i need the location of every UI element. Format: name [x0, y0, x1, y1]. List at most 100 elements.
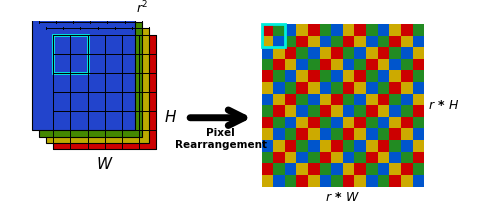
Bar — [355, 140, 366, 152]
Bar — [285, 117, 296, 129]
Bar — [377, 59, 389, 70]
Bar — [343, 105, 355, 117]
Bar — [331, 47, 343, 59]
Bar — [401, 175, 412, 187]
Bar — [343, 59, 355, 70]
Bar — [401, 117, 412, 129]
Bar — [412, 175, 424, 187]
Bar — [320, 82, 331, 94]
Bar — [261, 94, 273, 105]
Bar — [320, 59, 331, 70]
Bar — [389, 140, 401, 152]
Bar — [377, 163, 389, 175]
Bar — [377, 175, 389, 187]
Bar — [389, 105, 401, 117]
Bar — [343, 129, 355, 140]
Bar — [366, 24, 377, 35]
Bar — [343, 117, 355, 129]
Bar — [308, 105, 320, 117]
Bar — [261, 175, 273, 187]
Bar — [273, 35, 285, 47]
Bar — [389, 47, 401, 59]
Bar — [331, 35, 343, 47]
Bar — [296, 59, 308, 70]
Bar — [320, 35, 331, 47]
Bar — [355, 152, 366, 163]
Bar — [296, 117, 308, 129]
Bar — [401, 70, 412, 82]
Bar — [285, 175, 296, 187]
Bar — [355, 70, 366, 82]
Bar — [366, 152, 377, 163]
Bar — [366, 70, 377, 82]
Bar — [261, 163, 273, 175]
Bar — [377, 82, 389, 94]
Bar — [355, 59, 366, 70]
Bar — [53, 35, 88, 73]
Bar — [343, 47, 355, 59]
Bar — [412, 105, 424, 117]
Bar — [366, 117, 377, 129]
Bar — [331, 152, 343, 163]
Bar — [296, 129, 308, 140]
Text: $H$: $H$ — [163, 109, 177, 125]
Bar — [377, 47, 389, 59]
Bar — [389, 24, 401, 35]
Bar — [366, 94, 377, 105]
Bar — [331, 105, 343, 117]
Bar — [296, 105, 308, 117]
Bar — [366, 140, 377, 152]
Bar — [273, 24, 285, 35]
Bar — [273, 175, 285, 187]
Bar — [308, 163, 320, 175]
Bar — [366, 129, 377, 140]
Bar — [53, 35, 156, 149]
Bar — [331, 117, 343, 129]
Bar — [261, 117, 273, 129]
Bar — [343, 70, 355, 82]
Bar — [261, 59, 273, 70]
Bar — [285, 140, 296, 152]
Bar — [412, 140, 424, 152]
Bar — [343, 175, 355, 187]
Bar — [273, 117, 285, 129]
Bar — [261, 140, 273, 152]
Bar — [401, 129, 412, 140]
Bar — [273, 47, 285, 59]
Bar — [285, 70, 296, 82]
Bar — [366, 105, 377, 117]
Bar — [285, 47, 296, 59]
Text: $r^2$: $r^2$ — [136, 0, 149, 16]
Bar — [273, 70, 285, 82]
Bar — [377, 94, 389, 105]
Bar — [296, 47, 308, 59]
Bar — [401, 163, 412, 175]
Bar — [412, 24, 424, 35]
Bar — [261, 70, 273, 82]
Bar — [285, 152, 296, 163]
Bar — [401, 47, 412, 59]
Bar — [389, 129, 401, 140]
Bar — [285, 59, 296, 70]
Bar — [308, 70, 320, 82]
Bar — [377, 117, 389, 129]
Bar — [308, 59, 320, 70]
Bar — [412, 117, 424, 129]
Bar — [377, 129, 389, 140]
Bar — [273, 129, 285, 140]
Bar — [285, 24, 296, 35]
Bar — [389, 59, 401, 70]
Bar — [308, 140, 320, 152]
Bar — [285, 35, 296, 47]
Bar — [261, 24, 285, 47]
Bar — [389, 117, 401, 129]
Bar — [296, 70, 308, 82]
Bar — [412, 129, 424, 140]
Bar — [331, 129, 343, 140]
Bar — [273, 140, 285, 152]
Bar — [389, 94, 401, 105]
Bar — [389, 163, 401, 175]
Bar — [308, 47, 320, 59]
Bar — [261, 24, 273, 35]
Bar — [320, 24, 331, 35]
